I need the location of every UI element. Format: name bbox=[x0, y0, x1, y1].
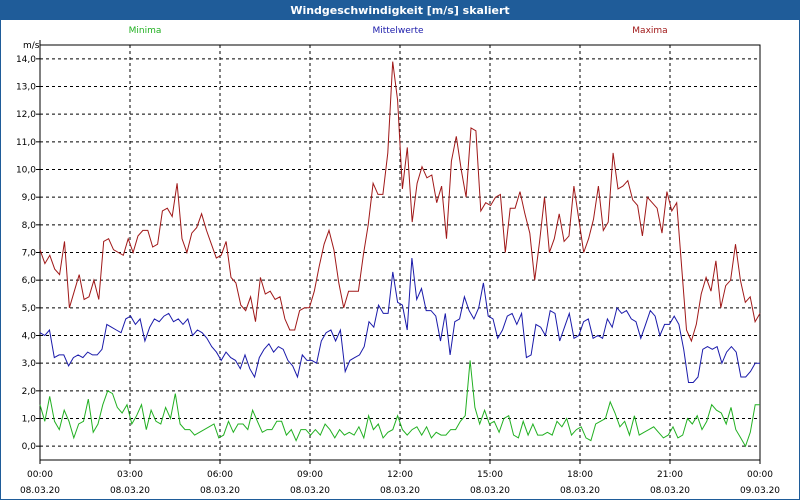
legend: Minima Mittelwerte Maxima bbox=[129, 26, 668, 36]
x-tick-date: 09.03.20 bbox=[740, 486, 780, 496]
y-tick-label: 5,0 bbox=[22, 304, 37, 314]
x-tick-time: 21:00 bbox=[657, 470, 683, 480]
grid-lines bbox=[40, 45, 760, 460]
x-tick-date: 08.03.20 bbox=[290, 486, 330, 496]
y-tick-label: 2,0 bbox=[22, 387, 37, 397]
y-tick-label: 11,0 bbox=[16, 138, 36, 148]
y-axis: m/s 0,0 1,0 2,0 3,0 4,0 5,0 6,0 7,0 8,0 9,0 10,0 11… bbox=[16, 41, 40, 452]
x-tick-time: 00:00 bbox=[27, 470, 53, 480]
y-tick-label: 6,0 bbox=[22, 276, 37, 286]
x-tick-time: 18:00 bbox=[567, 470, 593, 480]
x-tick-time: 00:00 bbox=[747, 470, 773, 480]
series-line-minima bbox=[39, 360, 760, 448]
x-tick-time: 06:00 bbox=[207, 470, 233, 480]
y-tick-label: 12,0 bbox=[16, 110, 36, 120]
y-tick-label: 9,0 bbox=[22, 193, 37, 203]
x-tick-date: 08.03.20 bbox=[200, 486, 240, 496]
y-tick-label: 3,0 bbox=[22, 359, 37, 369]
window-title: Windgeschwindigkeit [m/s] skaliert bbox=[1, 1, 799, 20]
x-tick-date: 08.03.20 bbox=[110, 486, 150, 496]
y-tick-label: 0,0 bbox=[22, 442, 37, 452]
y-tick-label: 1,0 bbox=[22, 415, 37, 425]
x-tick-date: 08.03.20 bbox=[380, 486, 420, 496]
legend-maxima: Maxima bbox=[632, 26, 667, 36]
x-tick-time: 15:00 bbox=[477, 470, 503, 480]
y-tick-label: 7,0 bbox=[22, 249, 37, 259]
y-tick-label: 4,0 bbox=[22, 332, 37, 342]
x-tick-date: 08.03.20 bbox=[470, 486, 510, 496]
x-tick-time: 03:00 bbox=[117, 470, 143, 480]
x-tick-date: 08.03.20 bbox=[560, 486, 600, 496]
y-tick-label: 13,0 bbox=[16, 83, 36, 93]
y-tick-label: 10,0 bbox=[16, 166, 36, 176]
series-lines bbox=[39, 61, 761, 448]
x-tick-time: 09:00 bbox=[297, 470, 323, 480]
y-axis-unit-label: m/s bbox=[23, 41, 40, 51]
y-tick-label: 14,0 bbox=[16, 55, 36, 65]
x-tick-time: 12:00 bbox=[387, 470, 413, 480]
x-axis: 00:00 08.03.20 03:00 08.03.20 06:00 08.03.20 0… bbox=[20, 460, 780, 496]
legend-mittelwerte: Mittelwerte bbox=[372, 26, 423, 36]
x-tick-date: 08.03.20 bbox=[650, 486, 690, 496]
legend-minima: Minima bbox=[129, 26, 162, 36]
series-line-mittelwerte bbox=[39, 257, 760, 383]
x-tick-date: 08.03.20 bbox=[20, 486, 60, 496]
y-tick-label: 8,0 bbox=[22, 221, 37, 231]
series-line-maxima bbox=[39, 61, 761, 343]
